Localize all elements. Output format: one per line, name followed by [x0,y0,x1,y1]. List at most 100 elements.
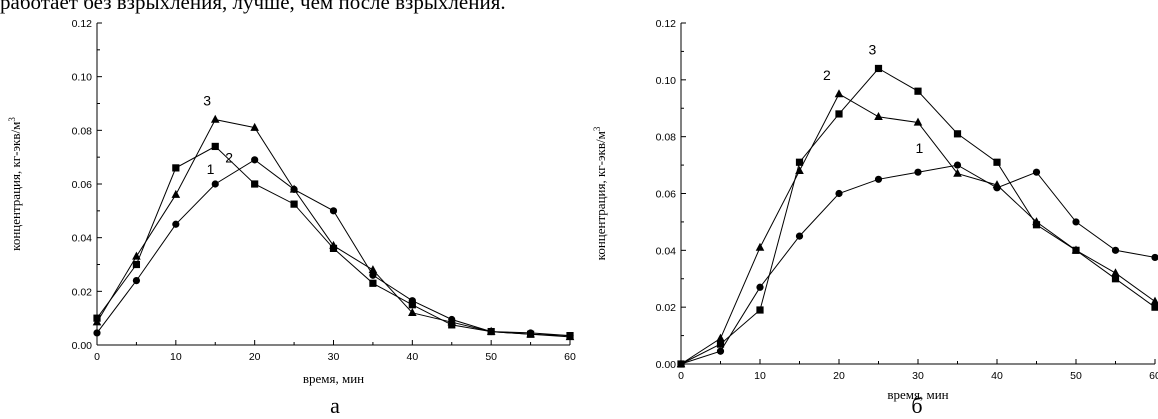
y-tick-label: 0.02 [656,302,677,314]
data-point-triangle [132,251,141,260]
data-point-circle [1111,246,1120,254]
data-point-square [211,142,219,151]
data-point-square [953,130,962,138]
series-label: 2 [225,149,233,165]
data-point-square [408,301,416,309]
data-point-triangle [486,326,496,335]
data-point-circle [1072,218,1080,226]
series-line [680,93,1156,365]
data-point-square [1151,303,1158,311]
data-point-square [1032,221,1041,229]
data-point-circle [1032,168,1041,176]
y-tick-label: 0.06 [72,179,93,191]
x-tick-label: 10 [754,370,766,382]
series-label: 3 [869,41,877,57]
y-axis-title: концентрация, кг-экв/м3 [7,117,23,251]
data-point-circle [914,168,922,176]
page-text-fragment: работает без взрыхления, лучше, чем посл… [0,0,506,14]
data-point-circle [132,277,141,285]
y-axis-title: концентрация, кг-экв/м3 [592,126,608,260]
data-point-square [756,306,764,314]
series-label: 1 [916,140,924,156]
data-point-square [914,87,922,95]
y-tick-label: 0.02 [72,286,93,298]
data-point-triangle [755,242,765,251]
x-tick-label: 20 [249,351,261,363]
data-point-square [369,279,377,287]
series-line [96,119,571,338]
x-tick-label: 60 [1149,370,1158,382]
y-tick-label: 0.00 [656,359,677,371]
data-point-square [874,64,883,73]
x-tick-label: 0 [94,351,100,363]
series-3: 3 [92,93,575,341]
x-tick-label: 50 [1070,370,1082,382]
data-point-triangle [408,308,417,316]
data-point-triangle [329,240,338,249]
x-axis-title: время, мин [303,371,364,386]
data-point-circle [716,347,725,355]
data-point-circle [953,161,962,169]
data-point-triangle [289,184,299,193]
y-tick-label: 0.00 [72,340,93,352]
data-point-square [993,158,1001,166]
y-tick-label: 0.10 [72,72,93,84]
data-point-triangle [1150,296,1158,305]
y-tick-label: 0.12 [72,18,93,30]
data-point-triangle [171,189,181,198]
series-1: 1 [677,140,1158,368]
data-point-triangle [834,89,844,98]
x-tick-label: 10 [170,351,182,363]
data-point-circle [93,329,101,337]
data-point-triangle [92,317,102,326]
data-point-circle [874,175,883,183]
x-tick-label: 20 [833,370,845,382]
x-tick-label: 30 [328,351,340,363]
panel-label: а [330,393,340,418]
data-point-square [1072,246,1080,254]
x-tick-label: 30 [912,370,924,382]
data-point-square [132,260,141,269]
data-point-triangle [368,265,378,274]
data-point-triangle [447,317,457,326]
x-tick-label: 40 [991,370,1003,382]
series-label: 3 [203,93,211,109]
data-point-square [716,340,725,348]
series-3: 3 [677,41,1158,368]
data-point-triangle [913,117,923,126]
data-point-circle [795,232,804,240]
data-point-square [290,200,298,208]
data-point-square [795,158,804,166]
chart-panel-b: 0.00 0.02 0.04 0.06 0.08 0.10 0.12 0 10 20 30 40 50 6… [592,18,1158,418]
data-point-square [835,110,843,118]
data-point-triangle [992,180,1002,189]
y-tick-label: 0.12 [656,18,677,30]
x-tick-label: 0 [678,370,684,382]
data-point-circle [369,271,377,279]
y-tick-label: 0.08 [72,125,93,137]
data-point-square [677,360,685,368]
data-point-triangle [1111,268,1120,277]
data-point-triangle [250,122,259,131]
data-point-square [1111,275,1120,283]
data-point-circle [172,220,180,228]
data-point-triangle [210,114,220,123]
data-point-triangle [526,329,535,338]
y-tick-label: 0.04 [656,245,677,257]
series-line [680,67,1156,365]
data-point-triangle [716,333,725,342]
data-point-square [172,164,180,172]
x-tick-label: 60 [564,351,576,363]
x-tick-label: 40 [406,351,418,363]
y-tick-label: 0.08 [656,132,677,144]
x-axis-title: время, мин [887,387,948,402]
y-tick-label: 0.06 [656,189,677,201]
y-tick-label: 0.04 [72,233,93,245]
data-point-circle [211,180,219,188]
data-point-circle [835,189,843,198]
data-point-triangle [565,332,575,341]
series-label: 1 [207,161,215,177]
data-point-square [251,180,259,188]
data-point-circle [756,283,764,291]
